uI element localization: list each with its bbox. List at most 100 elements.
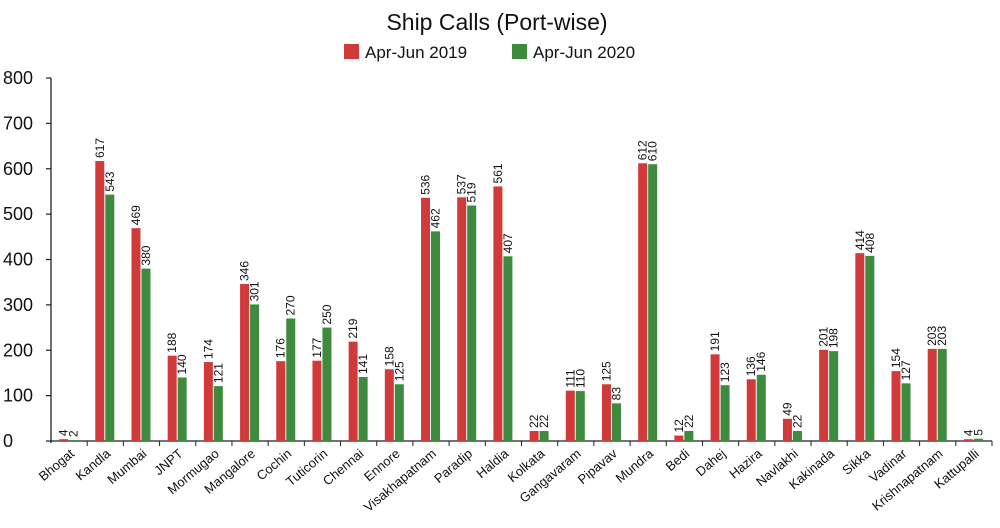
y-tick-label: 400 [3, 250, 33, 270]
data-label-1: 537 [455, 174, 469, 194]
bar-2 [177, 377, 187, 441]
data-label-1: 203 [925, 326, 939, 346]
bar-1 [348, 341, 358, 441]
bar-1 [638, 163, 648, 441]
bar-2 [865, 255, 875, 441]
data-label-2: 250 [320, 304, 334, 324]
bar-1 [674, 435, 684, 441]
bar-2 [286, 318, 296, 441]
data-label-2: 140 [175, 354, 189, 374]
legend: Apr-Jun 2019 Apr-Jun 2020 [344, 43, 635, 62]
bar-2 [394, 384, 404, 441]
bar-1 [384, 369, 394, 441]
bar-2 [431, 231, 441, 441]
data-label-2: 110 [573, 369, 587, 388]
bar-2 [720, 385, 730, 441]
data-label-1: 612 [636, 140, 650, 160]
y-tick-label: 700 [3, 113, 33, 133]
data-label-1: 154 [889, 348, 903, 368]
data-label-2: 123 [718, 362, 732, 382]
data-label-1: 561 [491, 163, 505, 183]
x-tick-label: Chennai [320, 446, 367, 489]
bar-2 [358, 377, 368, 441]
legend-swatch-1 [344, 44, 359, 59]
data-label-1: 219 [346, 318, 360, 338]
y-axis: 0 100 200 300 400 500 600 700 800 [3, 68, 52, 451]
data-label-2: 610 [646, 141, 660, 161]
bar-1 [203, 362, 213, 441]
data-label-2: 301 [248, 281, 262, 301]
data-label-1: 191 [708, 331, 722, 351]
bar-2 [648, 164, 658, 441]
data-label-2: 407 [501, 233, 515, 253]
x-tick-label: Mumbai [104, 446, 149, 487]
data-label-1: 414 [853, 230, 867, 250]
data-label-1: 617 [93, 138, 107, 158]
bar-2 [539, 431, 549, 441]
data-label-1: 4 [57, 429, 71, 436]
data-label-2: 22 [682, 414, 696, 428]
bar-1 [167, 355, 177, 441]
bar-1 [529, 431, 539, 441]
bar-1 [891, 371, 901, 441]
bar-1 [421, 197, 431, 441]
data-label-1: 188 [165, 332, 179, 352]
data-label-1: 174 [201, 339, 215, 359]
x-tick-label: Pipavav [575, 445, 620, 487]
legend-label-1: Apr-Jun 2019 [365, 43, 467, 62]
legend-swatch-2 [512, 44, 527, 59]
x-tick-label: Dahej [693, 446, 729, 479]
data-label-2: 141 [356, 354, 370, 374]
bar-1 [963, 439, 973, 441]
bar-1 [276, 361, 286, 441]
bar-1 [819, 349, 829, 441]
x-tick-label: Bedi [663, 446, 693, 474]
data-label-1: 49 [780, 402, 794, 416]
bar-2 [792, 431, 802, 441]
bar-2 [937, 348, 947, 441]
bar-2 [322, 327, 332, 441]
data-label-1: 177 [310, 337, 324, 357]
data-label-1: 125 [599, 361, 613, 381]
y-tick-label: 600 [3, 159, 33, 179]
data-label-1: 158 [382, 346, 396, 366]
bar-1 [59, 439, 69, 441]
bar-2 [756, 374, 766, 441]
data-label-2: 380 [139, 245, 153, 265]
data-label-2: 270 [284, 295, 298, 315]
bar-1 [710, 354, 720, 441]
bar-2 [250, 304, 260, 441]
data-label-2: 22 [790, 414, 804, 428]
bar-2 [467, 205, 477, 441]
data-label-2: 146 [754, 351, 768, 371]
data-label-1: 469 [129, 205, 143, 225]
bar-1 [131, 228, 141, 441]
bar-2 [69, 440, 79, 441]
data-label-1: 176 [274, 338, 288, 358]
bar-1 [312, 360, 322, 441]
data-label-2: 408 [863, 233, 877, 253]
bar-2 [575, 391, 585, 441]
bar-2 [901, 383, 911, 441]
data-label-1: 346 [238, 261, 252, 281]
data-label-2: 198 [827, 328, 841, 348]
data-label-1: 12 [672, 419, 686, 433]
data-label-2: 125 [392, 361, 406, 381]
bar-2 [973, 438, 983, 441]
x-tick-label: Mundra [613, 445, 657, 485]
bar-1 [565, 390, 575, 441]
bar-1 [457, 197, 467, 441]
bar-2 [213, 386, 223, 441]
bar-2 [829, 351, 839, 441]
y-tick-label: 0 [3, 431, 13, 451]
bar-2 [105, 194, 115, 441]
data-labels: 4261754346938018814017412134630117627017… [57, 138, 986, 437]
bar-1 [927, 348, 937, 441]
data-label-2: 127 [899, 360, 913, 380]
y-tick-label: 300 [3, 295, 33, 315]
data-label-2: 203 [935, 326, 949, 346]
data-label-2: 543 [103, 171, 117, 191]
bar-1 [240, 284, 250, 441]
y-tick-label: 800 [3, 68, 33, 88]
